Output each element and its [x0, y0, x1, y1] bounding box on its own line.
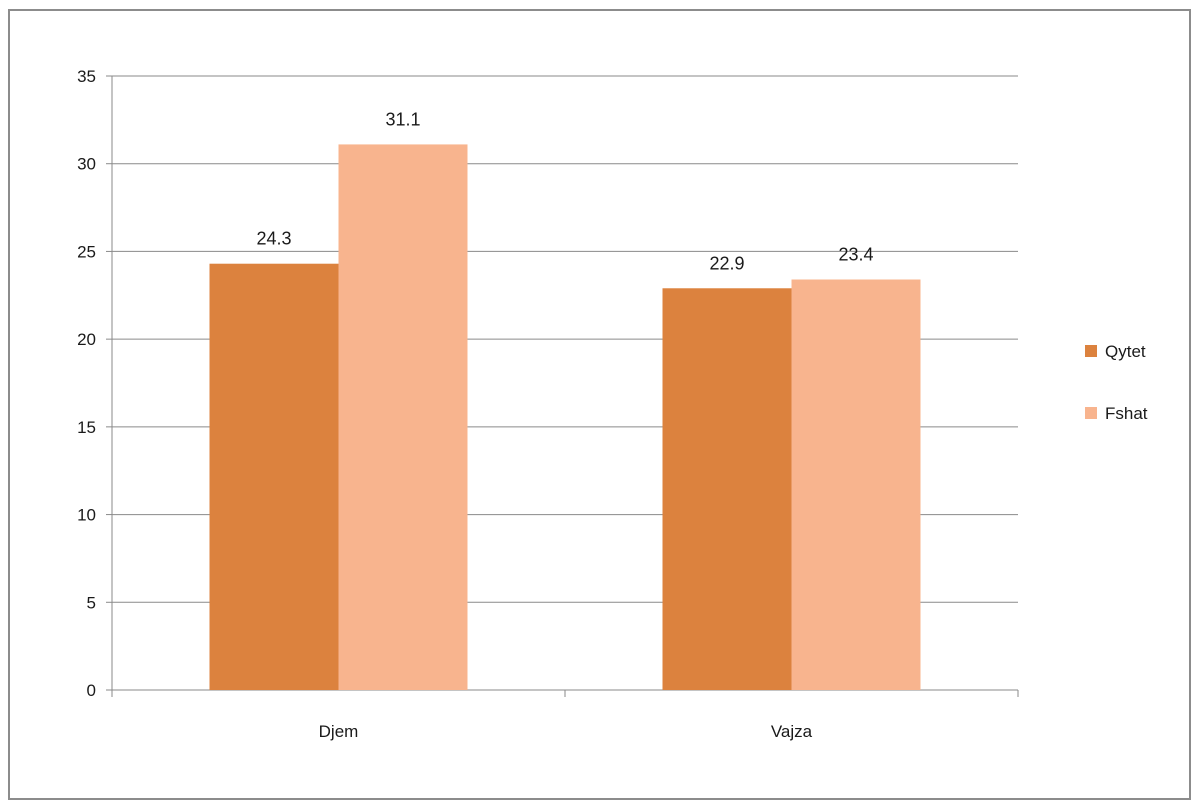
y-tick-label: 15 [77, 418, 96, 437]
y-tick-label: 20 [77, 330, 96, 349]
data-label: 31.1 [385, 109, 420, 129]
x-tick-labels: Djem Vajza [319, 722, 813, 741]
y-tick-labels: 0 5 10 15 20 25 30 35 [77, 67, 96, 700]
data-labels: 24.3 31.1 22.9 23.4 [256, 109, 873, 273]
y-tick-label: 35 [77, 67, 96, 86]
bar-fshat-vajza [791, 279, 921, 690]
chart-frame [8, 9, 1191, 800]
x-tick-label: Vajza [771, 722, 813, 741]
y-tick-label: 30 [77, 155, 96, 174]
bar-qytet-djem [209, 263, 339, 690]
data-label: 23.4 [838, 244, 873, 264]
y-tick-label: 25 [77, 242, 96, 261]
data-label: 22.9 [709, 253, 744, 273]
legend-label: Fshat [1105, 404, 1148, 423]
bars [209, 144, 921, 691]
bar-fshat-djem [338, 144, 468, 691]
data-label: 24.3 [256, 229, 291, 249]
x-tick-label: Djem [319, 722, 359, 741]
y-tick-label: 5 [87, 593, 96, 612]
legend-swatch-fshat [1085, 407, 1097, 419]
legend-swatch-qytet [1085, 345, 1097, 357]
y-tick-label: 0 [87, 681, 96, 700]
bar-qytet-vajza [662, 288, 792, 690]
y-tick-label: 10 [77, 506, 96, 525]
legend: Qytet Fshat [1085, 342, 1148, 423]
legend-label: Qytet [1105, 342, 1146, 361]
